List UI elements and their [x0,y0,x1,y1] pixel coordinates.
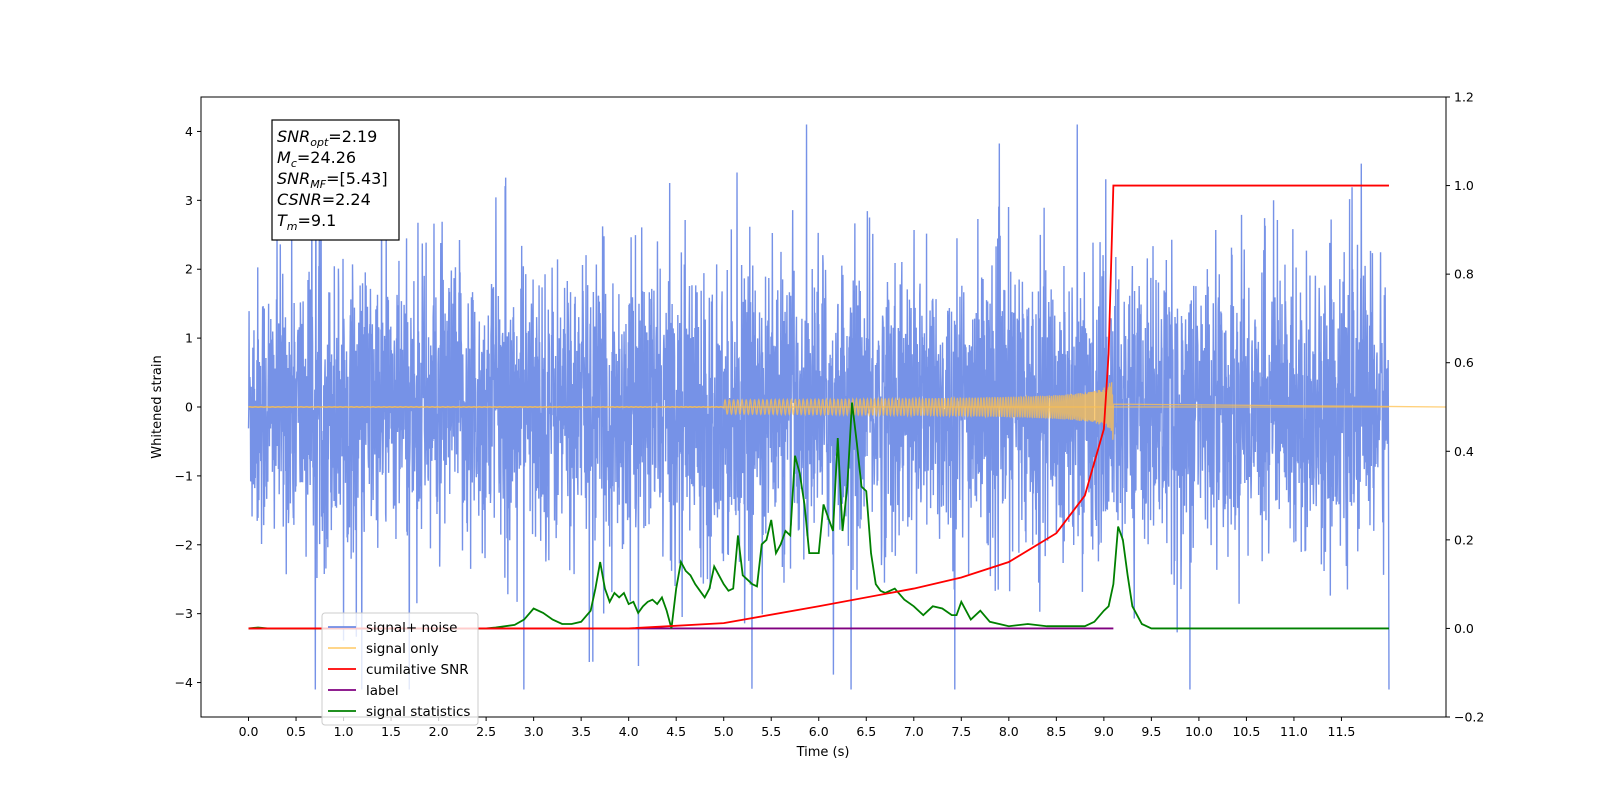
x-tick-label: 7.5 [951,724,971,739]
y2-tick-label: 0.4 [1454,444,1474,459]
x-tick-label: 8.0 [999,724,1019,739]
x-tick-label: 3.0 [524,724,544,739]
y-tick-label: 1 [185,331,193,346]
annotation-box: SNRopt=2.19Mc=24.26SNRMF=[5.43]CSNR=2.24… [271,119,400,241]
x-tick-label: 0.0 [239,724,259,739]
y-tick-label: −3 [175,606,193,621]
y-axis-right: 1.2 1.0 0.8 0.6 0.4 0.2 0.0 −0.2 [1446,90,1484,725]
x-tick-label: 0.5 [286,724,306,739]
annotation-line: SNRopt=2.19 [277,127,377,149]
x-tick-label: 1.5 [381,724,401,739]
y-tick-label: 4 [185,124,193,139]
x-tick-label: 11.0 [1280,724,1308,739]
legend-entry: signal only [366,641,439,657]
x-tick-label: 10.5 [1232,724,1260,739]
x-tick-label: 5.5 [761,724,781,739]
y-tick-label: −2 [175,537,193,552]
annotation-line: CSNR=2.24 [277,190,371,209]
x-axis-label: Time (s) [796,745,850,760]
legend-entry: label [366,683,399,699]
signal-statistics-line [248,402,1389,630]
annotation-line: Tm=9.1 [277,211,336,233]
y2-tick-label: −0.2 [1454,710,1484,725]
x-tick-label: 2.5 [476,724,496,739]
x-tick-label: 8.5 [1046,724,1066,739]
x-tick-label: 10.0 [1185,724,1213,739]
signal-noise-line [247,124,1390,690]
y2-tick-label: 1.0 [1454,178,1474,193]
x-tick-label: 5.0 [714,724,734,739]
x-tick-label: 6.0 [809,724,829,739]
cumulative-snr-line [248,184,1389,630]
signal-noise-series [247,124,1390,690]
x-tick-label: 11.5 [1328,724,1356,739]
x-tick-label: 1.0 [334,724,354,739]
y-tick-label: 0 [185,400,193,415]
legend-entry: cumilative SNR [366,662,469,678]
y-axis-label: Whitened strain [150,355,165,458]
y2-tick-label: 0.0 [1454,621,1474,636]
y2-tick-label: 1.2 [1454,90,1474,105]
y2-tick-label: 0.6 [1454,355,1474,370]
x-axis: 0.0 0.5 1.0 1.5 2.0 2.5 3.0 3.5 4.0 4.5 5.0 5.5 6.0 6… [239,717,1356,739]
y-axis-left: 4 3 2 1 0 −1 −2 −3 −4 [175,124,201,690]
y-tick-label: 2 [185,262,193,277]
annotation-line: Mc=24.26 [277,148,356,170]
x-tick-label: 3.5 [571,724,591,739]
signal-only-series [248,382,1446,440]
x-tick-label: 4.5 [666,724,686,739]
annotation-line: SNRMF=[5.43] [277,169,388,191]
y-tick-label: −4 [175,675,193,690]
x-tick-label: 6.5 [856,724,876,739]
y-tick-label: −1 [175,468,193,483]
y2-tick-label: 0.2 [1454,532,1474,547]
x-tick-label: 9.5 [1141,724,1161,739]
y2-tick-label: 0.8 [1454,267,1474,282]
legend-entry: signal statistics [366,704,470,720]
x-tick-label: 7.0 [904,724,924,739]
legend-entry: signal+ noise [366,620,457,636]
x-tick-label: 4.0 [619,724,639,739]
x-tick-label: 2.0 [429,724,449,739]
legend: signal+ noise signal only cumilative SNR la… [321,612,479,726]
y-tick-label: 3 [185,193,193,208]
x-tick-label: 9.0 [1094,724,1114,739]
